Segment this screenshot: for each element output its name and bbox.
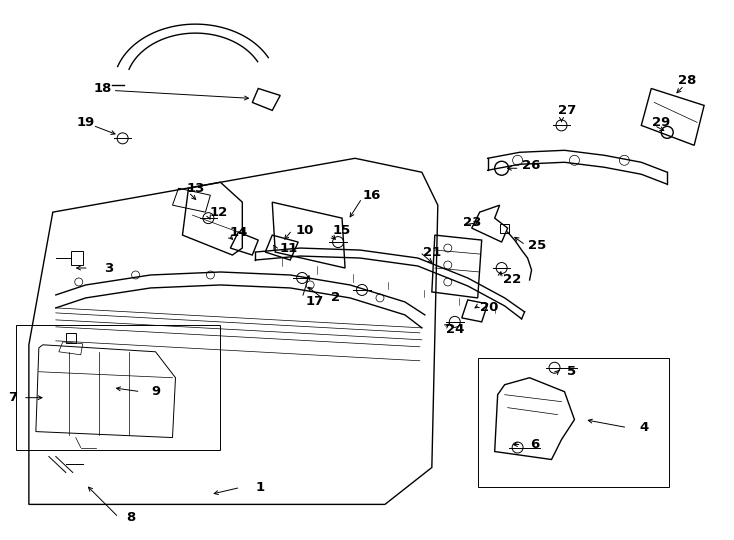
Text: 26: 26 xyxy=(523,159,541,172)
Text: 6: 6 xyxy=(530,438,539,451)
Text: 13: 13 xyxy=(186,182,205,195)
Text: 17: 17 xyxy=(306,295,324,308)
Text: 20: 20 xyxy=(481,301,499,314)
Text: 29: 29 xyxy=(652,116,670,129)
Text: 14: 14 xyxy=(229,226,247,239)
Bar xyxy=(70,251,83,265)
Text: 3: 3 xyxy=(104,261,113,274)
Bar xyxy=(66,333,76,343)
Text: 27: 27 xyxy=(559,104,577,117)
Text: 23: 23 xyxy=(462,215,481,228)
Text: 18: 18 xyxy=(93,82,112,95)
Text: 21: 21 xyxy=(423,246,441,259)
Text: 1: 1 xyxy=(255,481,265,494)
Text: 9: 9 xyxy=(151,385,160,398)
Text: 19: 19 xyxy=(76,116,95,129)
Text: 24: 24 xyxy=(446,323,464,336)
Text: 25: 25 xyxy=(528,239,547,252)
Text: 12: 12 xyxy=(209,206,228,219)
Text: 8: 8 xyxy=(126,511,135,524)
Text: 28: 28 xyxy=(678,74,697,87)
Text: 11: 11 xyxy=(279,241,297,254)
Text: 7: 7 xyxy=(8,391,18,404)
Text: 2: 2 xyxy=(330,292,340,305)
Text: 5: 5 xyxy=(567,365,576,378)
Text: 16: 16 xyxy=(363,188,381,202)
Text: 4: 4 xyxy=(639,421,649,434)
Text: 15: 15 xyxy=(333,224,351,237)
Text: 10: 10 xyxy=(296,224,314,237)
Bar xyxy=(500,224,509,233)
Text: 22: 22 xyxy=(503,273,520,287)
